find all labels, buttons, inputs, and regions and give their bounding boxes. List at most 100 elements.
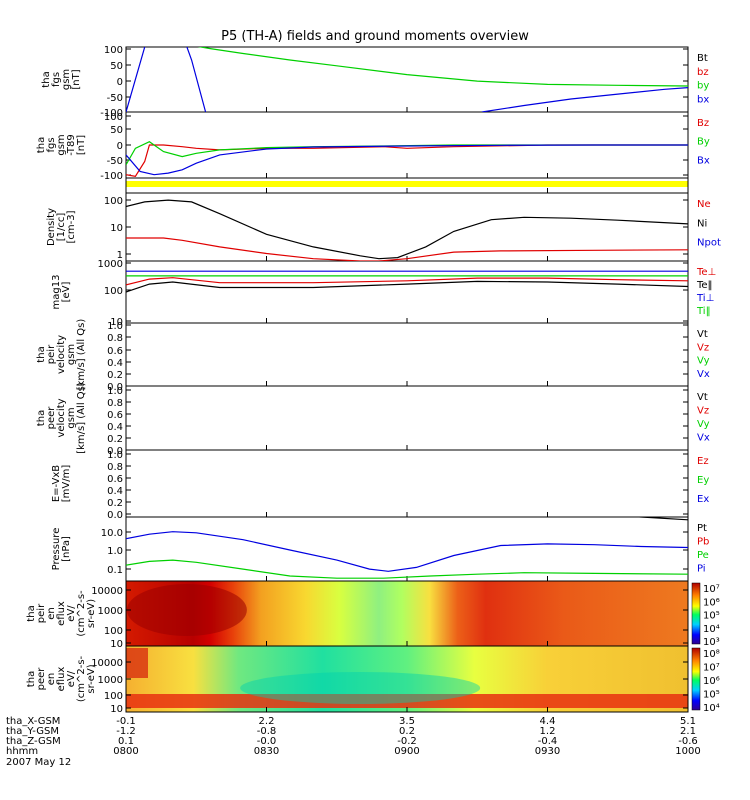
ylabel-line: fgs <box>51 72 62 87</box>
ylabel-fgs: tha fgs gsm [nT] <box>41 69 82 90</box>
legend-Vx: Vx <box>697 369 710 380</box>
series-line-Pi <box>126 531 688 572</box>
ytick-label: 1.0 <box>107 321 123 332</box>
series-line-By <box>126 141 688 166</box>
xaxis-row-value: 0.2 <box>399 726 415 737</box>
colorbar-label: 10⁴ <box>703 703 720 714</box>
ylabel-line: velocity <box>56 335 67 374</box>
xaxis-row-value: -0.4 <box>538 736 558 747</box>
ytick-label: 1.0 <box>107 386 123 397</box>
xaxis-row-value: -0.6 <box>678 736 698 747</box>
ylabel-peer_vel: tha peer velocity gsm [km/s] (All Qs) <box>36 382 87 454</box>
ylabel-line: gsm <box>56 134 67 155</box>
xaxis-row-value: 1000 <box>675 746 700 757</box>
xaxis-row-label: hhmm <box>6 746 38 757</box>
ytick-label: 1.0 <box>107 450 123 461</box>
ytick-label: 0.6 <box>107 410 123 421</box>
ylabel-line: Pressure <box>51 528 62 571</box>
ytick-label: 0.4 <box>107 358 123 369</box>
ylabel-line: Density <box>46 208 57 246</box>
ylabel-line: peir <box>46 344 57 364</box>
legend-Te‖: Te‖ <box>696 280 713 291</box>
ytick-label: 0.4 <box>107 486 123 497</box>
legend-Bt: Bt <box>697 53 708 64</box>
colorbar-label: 10³ <box>703 637 720 648</box>
series-line-Ne <box>126 237 688 261</box>
legend-Pt: Pt <box>697 523 707 534</box>
ylabel-line: en <box>46 607 57 620</box>
series-line-Te⊥ <box>126 277 688 286</box>
ylabel-line: peer <box>46 406 57 430</box>
ylabel-line: mag13 <box>51 275 62 310</box>
ylabel-line: [km/s] (All Qs) <box>76 319 87 391</box>
series-line-Pe <box>126 559 688 579</box>
ylabel-peir_vel: tha peir velocity gsm [km/s] (All Qs) <box>36 319 87 391</box>
ytick-label: 0.6 <box>107 474 123 485</box>
ytick-label: 0.2 <box>107 370 123 381</box>
xaxis-row-value: -0.2 <box>397 736 417 747</box>
series-line-by <box>135 47 688 87</box>
xaxis-row-label: tha_Y-GSM <box>6 726 59 737</box>
ylabel-peir_spec: tha peir en eflux eV/(cm^2-s-sr-eV) <box>26 590 97 637</box>
legend-Bx: Bx <box>697 155 710 166</box>
colorbar-peir_spec <box>691 582 701 645</box>
legend-Ti‖: Ti‖ <box>696 306 711 317</box>
ylabel-pressure: Pressure [nPa] <box>51 528 72 571</box>
ylabel-line: tha <box>36 410 47 426</box>
legend-Ne: Ne <box>697 199 711 210</box>
flag-bar <box>126 181 688 187</box>
xaxis-row-value: 4.4 <box>540 716 556 727</box>
ylabel-peer_spec: tha peer en eflux eV/(cm^2-s-sr-eV) <box>26 655 97 702</box>
electron-spectrogram-onset <box>126 648 148 678</box>
ytick-label: 10 <box>110 704 123 715</box>
ytick-label: 100 <box>104 196 123 207</box>
ytick-label: 1.0 <box>107 546 123 557</box>
ytick-label: 100 <box>104 112 123 123</box>
ylabel-line: -T89 <box>66 134 77 156</box>
legend-Pi: Pi <box>697 564 706 575</box>
panel-frame-pressure <box>125 516 689 582</box>
ytick-label: -100 <box>100 108 123 119</box>
ylabel-line: [nT] <box>76 135 87 155</box>
ytick-label: 0.8 <box>107 398 123 409</box>
xaxis-row-value: 0900 <box>394 746 419 757</box>
ylabel-line: eflux <box>56 667 67 692</box>
colorbar-label: 10⁵ <box>703 690 720 701</box>
series-line-Pt <box>628 517 688 521</box>
ytick-label: 10.0 <box>101 528 123 539</box>
ytick-label: -100 <box>100 171 123 182</box>
xaxis-row-value: 0830 <box>254 746 279 757</box>
xaxis-row-label: tha_Z-GSM <box>6 736 61 747</box>
ytick-label: 0.0 <box>107 446 123 457</box>
ytick-label: 50 <box>110 61 123 72</box>
date-label: 2007 May 12 <box>6 757 71 768</box>
xaxis-row-value: -0.0 <box>257 736 277 747</box>
legend-Vz: Vz <box>697 406 709 417</box>
legend-Pe: Pe <box>697 550 709 561</box>
series-line-Ni <box>126 199 688 260</box>
legend-Ez: Ez <box>697 456 709 467</box>
colorbar-peer_spec <box>691 647 701 711</box>
electron-spectrogram-lowband <box>126 694 688 708</box>
legend-Vx: Vx <box>697 433 710 444</box>
chart-title: P5 (TH-A) fields and ground moments over… <box>221 29 529 44</box>
ytick-label: 0.6 <box>107 346 123 357</box>
legend-Npot: Npot <box>697 238 721 249</box>
panel-frame-efield <box>125 449 689 518</box>
ytick-label: 0.1 <box>107 565 123 576</box>
series-line-Bx <box>126 144 688 176</box>
xaxis-row-value: 5.1 <box>680 716 696 727</box>
ylabel-efield: E=-VxB [mV/m] <box>51 465 72 503</box>
ytick-label: 0.8 <box>107 462 123 473</box>
ylabel-line: peer <box>36 667 47 691</box>
ytick-label: 1 <box>117 250 123 261</box>
ylabel-line: [mV/m] <box>61 465 72 503</box>
series-line-bx <box>481 87 688 112</box>
ylabel-line: [km/s] (All Qs) <box>76 382 87 454</box>
colorbar-label: 10⁴ <box>703 624 720 635</box>
legend-by: by <box>697 81 709 92</box>
ylabel-line: [nPa] <box>61 536 72 562</box>
legend-Vt: Vt <box>697 392 708 403</box>
ytick-label: 0.4 <box>107 422 123 433</box>
